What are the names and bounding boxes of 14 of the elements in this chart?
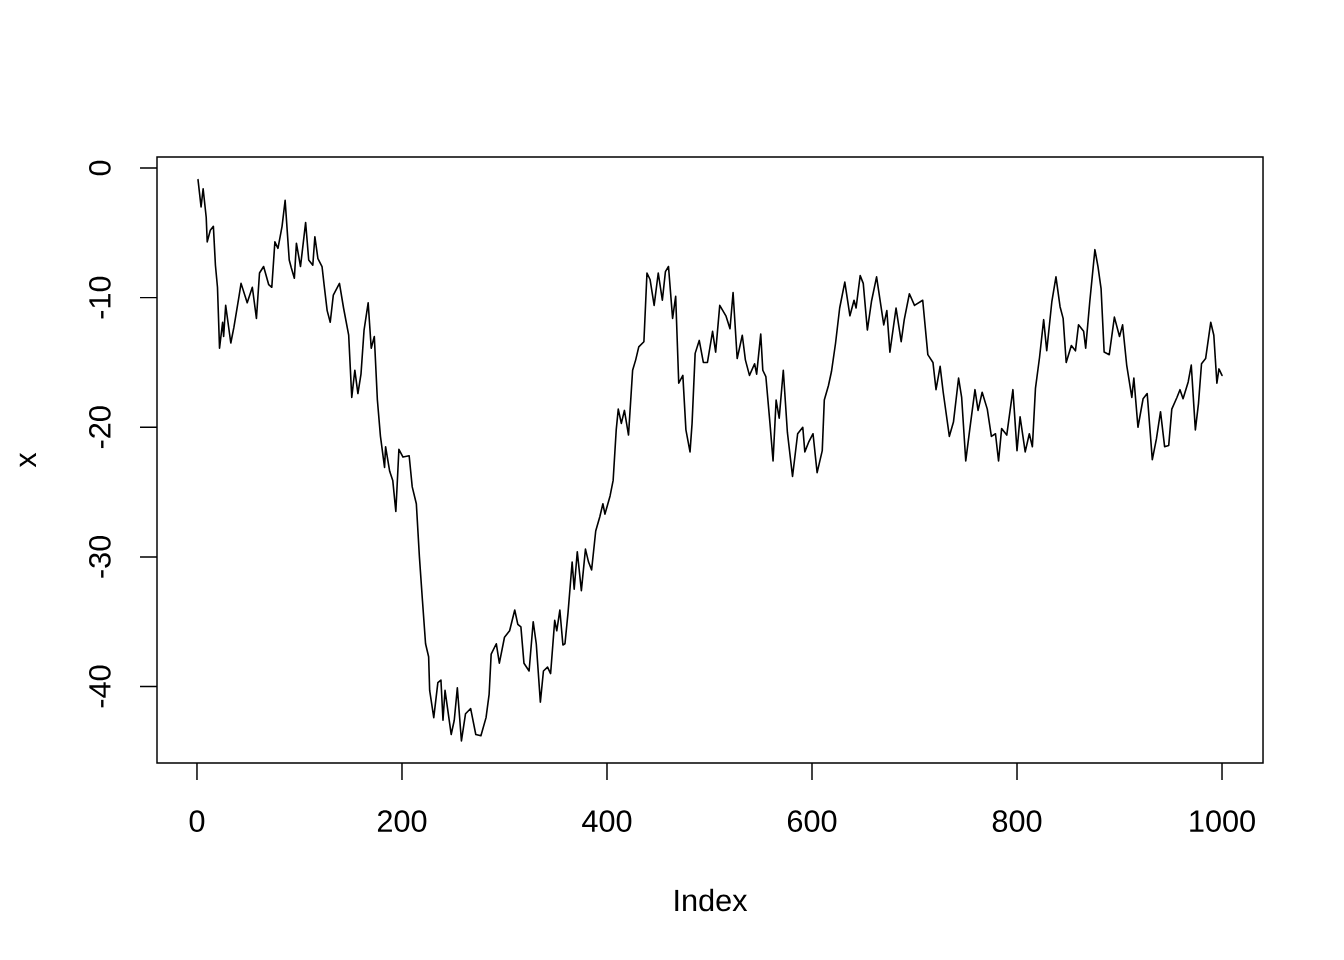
x-tick-label: 1000 — [1190, 810, 1255, 832]
x-tick-label: 400 — [582, 810, 632, 832]
x-tick-label: 800 — [992, 810, 1042, 832]
y-tick-label: 0 — [89, 160, 111, 176]
x-tick-label: 600 — [787, 810, 837, 832]
line-series — [197, 178, 1223, 742]
y-axis-title: x — [19, 452, 36, 468]
y-tick-label: -20 — [89, 406, 111, 449]
y-tick-label: -10 — [89, 276, 111, 319]
x-tick-label: 0 — [189, 810, 205, 832]
y-tick-label: -40 — [89, 665, 111, 708]
y-tick-label: -30 — [89, 535, 111, 578]
x-axis-title: Index — [675, 888, 748, 912]
x-tick-label: 200 — [377, 810, 427, 832]
